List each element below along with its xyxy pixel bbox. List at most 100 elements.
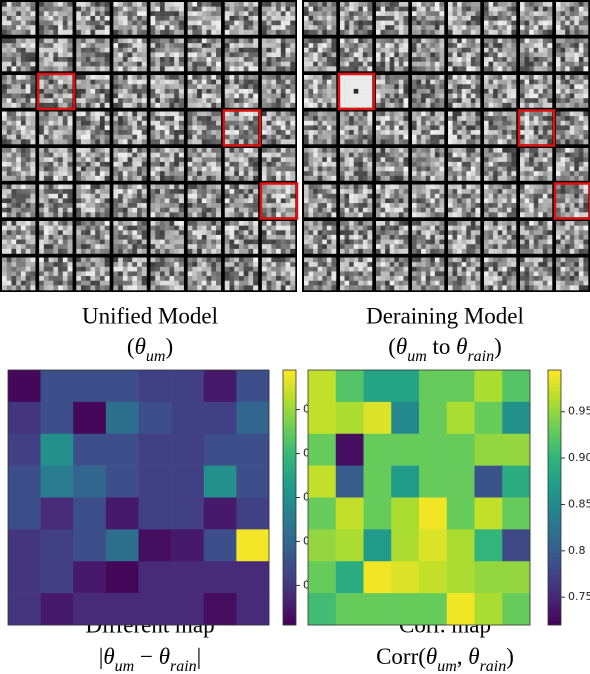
- filter-pixel: [267, 135, 272, 140]
- filter-pixel: [11, 103, 16, 108]
- filter-pixel: [207, 94, 212, 99]
- filter-pixel: [81, 208, 86, 213]
- filter-pixel: [547, 125, 552, 130]
- filter-pixel: [276, 2, 281, 7]
- filter-pixel: [484, 25, 489, 30]
- filter-pixel: [192, 267, 197, 272]
- filter-pixel: [403, 167, 408, 172]
- filter-pixel: [39, 43, 44, 48]
- filter-pixel: [262, 276, 267, 281]
- filter-pixel: [534, 39, 539, 44]
- filter-pixel: [507, 21, 512, 26]
- filter-pixel: [579, 121, 584, 126]
- filter-pixel: [376, 80, 381, 85]
- filter-pixel: [81, 271, 86, 276]
- filter-pixel: [118, 135, 123, 140]
- filter-pixel: [276, 240, 281, 245]
- filter-pixel: [475, 176, 480, 181]
- filter-pixel: [574, 25, 579, 30]
- filter-pixel: [30, 52, 35, 57]
- filter-pixel: [30, 171, 35, 176]
- filter-pixel: [439, 176, 444, 181]
- filter-pixel: [358, 171, 363, 176]
- filter-pixel: [44, 130, 49, 135]
- filter-pixel: [543, 116, 548, 121]
- filter-pixel: [44, 39, 49, 44]
- filter-pixel: [81, 135, 86, 140]
- filter-pixel: [179, 162, 184, 167]
- filter-pixel: [538, 116, 543, 121]
- filter-pixel: [7, 167, 12, 172]
- filter-pixel: [63, 103, 68, 108]
- filter-pixel: [435, 2, 440, 7]
- filter-pixel: [267, 194, 272, 199]
- filter-pixel: [493, 66, 498, 71]
- filter-pixel: [394, 11, 399, 16]
- filter-pixel: [90, 48, 95, 53]
- filter-pixel: [304, 57, 309, 62]
- filter-pixel: [229, 226, 234, 231]
- filter-pixel: [207, 75, 212, 80]
- filter-pixel: [239, 162, 244, 167]
- filter-pixel: [155, 48, 160, 53]
- filter-pixel: [132, 148, 137, 153]
- filter-pixel: [207, 11, 212, 16]
- filter-pixel: [174, 189, 179, 194]
- filter-pixel: [207, 167, 212, 172]
- filter-pixel: [529, 80, 534, 85]
- filter-pixel: [49, 189, 54, 194]
- filter-pixel: [385, 162, 390, 167]
- filter-pixel: [68, 48, 73, 53]
- filter-pixel: [137, 240, 142, 245]
- filter-pixel: [44, 7, 49, 12]
- filter-pixel: [137, 112, 142, 117]
- filter-pixel: [118, 230, 123, 235]
- filter-pixel: [169, 84, 174, 89]
- filter-pixel: [63, 267, 68, 272]
- filter-pixel: [225, 167, 230, 172]
- filter-pixel: [579, 30, 584, 35]
- filter-pixel: [340, 2, 345, 7]
- filter-pixel: [286, 162, 291, 167]
- filter-pixel: [543, 7, 548, 12]
- filter-pixel: [113, 21, 118, 26]
- filter-pixel: [197, 262, 202, 267]
- filter-pixel: [507, 75, 512, 80]
- filter-pixel: [271, 75, 276, 80]
- filter-pixel: [318, 25, 323, 30]
- filter-pixel: [86, 89, 91, 94]
- filter-pixel: [403, 89, 408, 94]
- filter-pixel: [21, 57, 26, 62]
- filter-pixel: [169, 103, 174, 108]
- filter-pixel: [39, 62, 44, 67]
- filter-pixel: [253, 281, 258, 286]
- filter-pixel: [68, 21, 73, 26]
- filter-pixel: [86, 212, 91, 217]
- filter-pixel: [192, 167, 197, 172]
- filter-pixel: [68, 112, 73, 117]
- filter-pixel: [90, 94, 95, 99]
- filter-pixel: [211, 11, 216, 16]
- filter-pixel: [318, 48, 323, 53]
- filter-pixel: [435, 75, 440, 80]
- filter-pixel: [417, 84, 422, 89]
- filter-pixel: [349, 125, 354, 130]
- filter-pixel: [286, 112, 291, 117]
- filter-pixel: [179, 153, 184, 158]
- filter-pixel: [267, 89, 272, 94]
- filter-pixel: [466, 57, 471, 62]
- filter-pixel: [430, 103, 435, 108]
- filter-pixel: [234, 208, 239, 213]
- filter-pixel: [207, 139, 212, 144]
- filter-pixel: [403, 162, 408, 167]
- filter-pixel: [471, 148, 476, 153]
- filter-pixel: [225, 208, 230, 213]
- filter-pixel: [385, 130, 390, 135]
- filter-pixel: [39, 176, 44, 181]
- filter-pixel: [412, 153, 417, 158]
- filter-pixel: [63, 121, 68, 126]
- filter-pixel: [286, 116, 291, 121]
- filter-pixel: [202, 244, 207, 249]
- filter-pixel: [309, 62, 314, 67]
- filter-pixel: [165, 21, 170, 26]
